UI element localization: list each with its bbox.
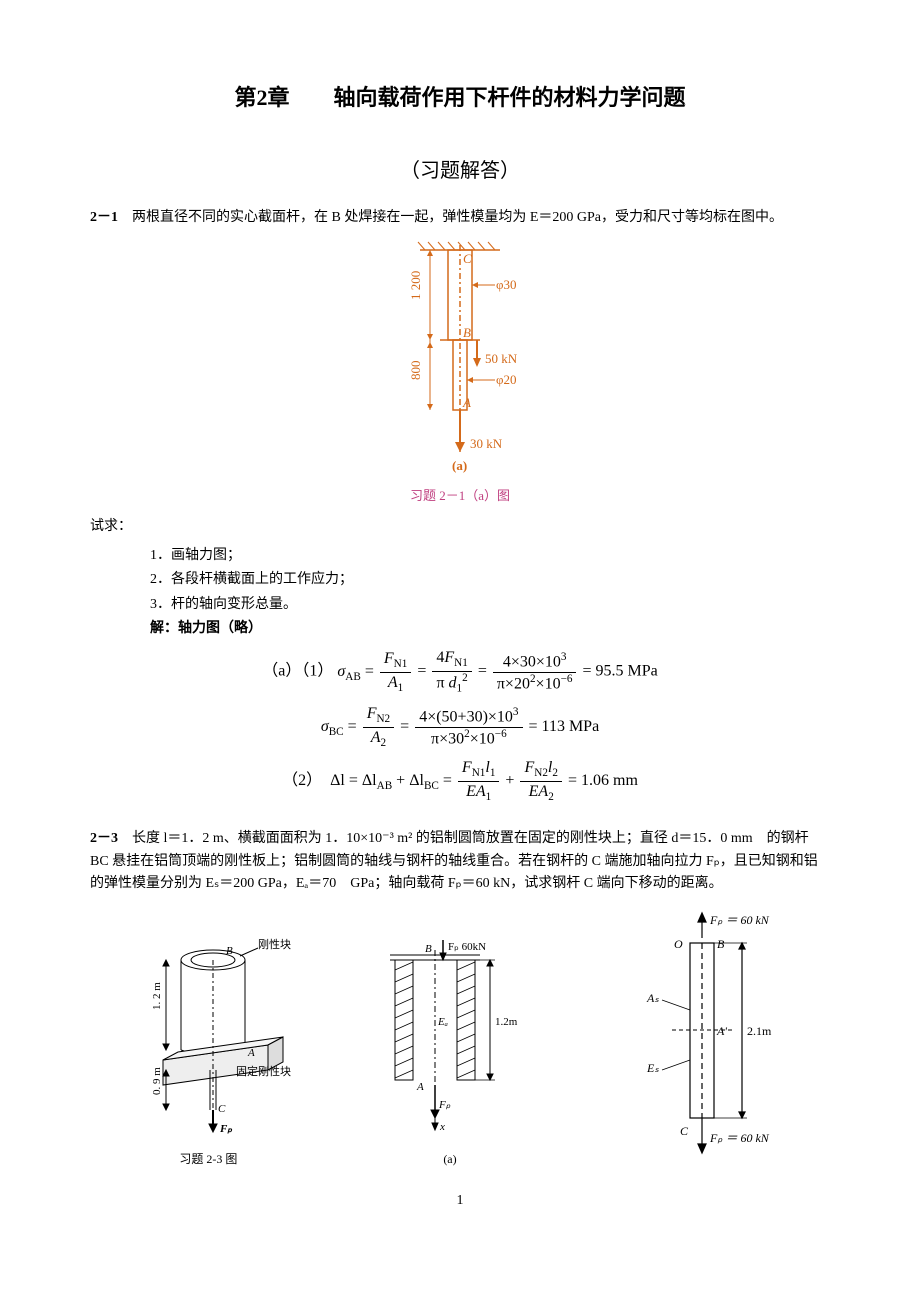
svg-text:刚性块: 刚性块 xyxy=(258,937,291,951)
figure-2-1a-caption: 习题 2－1（a）图 xyxy=(90,486,830,507)
svg-text:0. 9 m: 0. 9 m xyxy=(151,1067,163,1095)
svg-text:Fₚ ＝ 60 kN: Fₚ ＝ 60 kN xyxy=(709,1131,770,1145)
figure-2-3-mid-caption: (a) xyxy=(355,1150,545,1169)
svg-text:A': A' xyxy=(716,1024,727,1038)
svg-text:1. 2 m: 1. 2 m xyxy=(151,982,163,1010)
svg-text:Eₐ: Eₐ xyxy=(437,1016,448,1028)
task-3: 3．杆的轴向变形总量。 xyxy=(150,594,830,616)
problem-2-1-statement: 2－1 两根直径不同的实心截面杆，在 B 处焊接在一起，弹性模量均为 E＝200… xyxy=(90,207,830,229)
svg-text:800: 800 xyxy=(408,360,423,380)
svg-text:B: B xyxy=(463,325,471,340)
problem-2-1-text: 两根直径不同的实心截面杆，在 B 处焊接在一起，弹性模量均为 E＝200 GPa… xyxy=(118,210,783,225)
svg-text:Fₚ ＝ 60 kN: Fₚ ＝ 60 kN xyxy=(709,913,770,927)
eq-sigma-bc: σBC = FN2A2 = 4×(50+30)×103π×302×10−6 = … xyxy=(90,704,830,750)
chapter-title: 第2章 轴向载荷作用下杆件的材料力学问题 xyxy=(90,80,830,115)
svg-text:固定刚性块: 固定刚性块 xyxy=(236,1064,291,1078)
svg-text:C: C xyxy=(680,1124,689,1138)
svg-text:C: C xyxy=(463,251,472,266)
svg-text:Eₛ: Eₛ xyxy=(646,1061,659,1075)
svg-text:φ20: φ20 xyxy=(496,372,517,387)
svg-text:1 200: 1 200 xyxy=(408,270,423,299)
svg-text:30 kN: 30 kN xyxy=(470,436,503,451)
problem-2-3-statement: 2－3 长度 l＝1．2 m、横截面面积为 1．10×10⁻³ m² 的铝制圆筒… xyxy=(90,828,830,895)
figure-2-3-right: Fₚ ＝ 60 kN O B Aₛ A' Eₛ 2.1m C Fₚ ＝ 60 k… xyxy=(602,910,802,1170)
svg-text:50 kN: 50 kN xyxy=(485,351,518,366)
svg-text:Aₛ: Aₛ xyxy=(646,991,659,1005)
figure-2-3-left-caption: 习题 2-3 图 xyxy=(118,1150,298,1169)
svg-text:B: B xyxy=(226,945,233,957)
svg-text:A: A xyxy=(247,1047,255,1059)
svg-text:A: A xyxy=(462,395,471,410)
solve-head: 解：轴力图（略） xyxy=(150,618,830,640)
task-list: 1．画轴力图； 2．各段杆横截面上的工作应力； 3．杆的轴向变形总量。 xyxy=(150,545,830,616)
svg-text:Fₚ: Fₚ xyxy=(438,1099,451,1111)
svg-text:Fₚ 60kN: Fₚ 60kN xyxy=(448,941,486,953)
eq-delta-l: （2） Δl = ΔlAB + ΔlBC = FN1l1EA1 + FN2l2E… xyxy=(90,758,830,804)
svg-text:φ30: φ30 xyxy=(496,277,517,292)
try-head: 试求： xyxy=(90,516,830,538)
problem-2-3-text: 长度 l＝1．2 m、横截面面积为 1．10×10⁻³ m² 的铝制圆筒放置在固… xyxy=(90,831,818,891)
eq-sigma-ab: （a）（1） σAB = FN1A1 = 4FN1π d12 = 4×30×10… xyxy=(90,648,830,696)
page-number: 1 xyxy=(90,1190,830,1212)
svg-text:Fₚ: Fₚ xyxy=(219,1123,232,1135)
problem-2-1-label: 2－1 xyxy=(90,210,118,225)
figure-2-3-left: B 刚性块 A 固定刚性块 C Fₚ 1. 2 m 0. 9 m 习题 2-3 … xyxy=(118,930,298,1169)
chapter-subtitle: （习题解答） xyxy=(90,155,830,187)
svg-text:B: B xyxy=(425,943,432,955)
svg-text:1.2m: 1.2m xyxy=(495,1016,518,1028)
svg-text:x: x xyxy=(439,1121,445,1133)
svg-text:C: C xyxy=(218,1103,226,1115)
svg-text:2.1m: 2.1m xyxy=(747,1024,772,1038)
svg-text:B: B xyxy=(717,937,725,951)
svg-text:A: A xyxy=(416,1081,424,1093)
svg-text:O: O xyxy=(674,937,683,951)
task-1: 1．画轴力图； xyxy=(150,545,830,567)
svg-text:(a): (a) xyxy=(452,458,467,473)
problem-2-3-label: 2－3 xyxy=(90,831,118,846)
figure-2-3-mid: B Fₚ 60kN Eₐ A Fₚ x 1.2m (a) xyxy=(355,930,545,1169)
figure-2-3-row: B 刚性块 A 固定刚性块 C Fₚ 1. 2 m 0. 9 m 习题 2-3 … xyxy=(90,910,830,1170)
task-2: 2．各段杆横截面上的工作应力； xyxy=(150,569,830,591)
figure-2-1a: 1 200 800 C B A φ30 50 kN φ20 30 kN (a) xyxy=(90,230,830,480)
